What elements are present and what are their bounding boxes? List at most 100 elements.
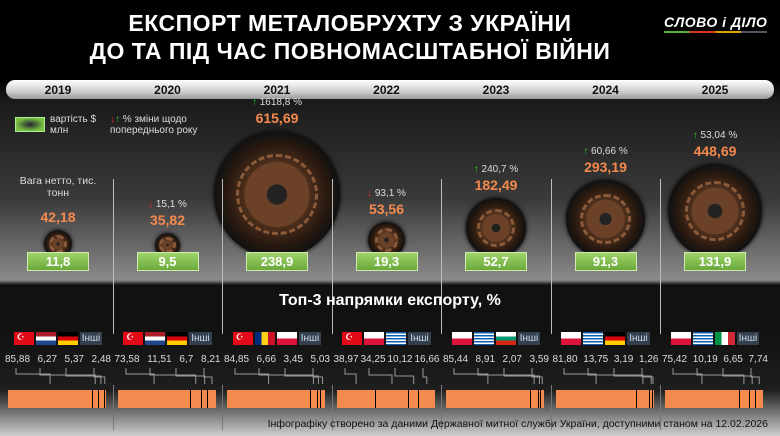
- footer-source: Інфографіку створено за даними Державної…: [267, 418, 768, 430]
- share-bar: [227, 390, 325, 408]
- share-value: 5,37: [64, 354, 84, 365]
- other-label: Інші: [298, 332, 322, 345]
- country-flags: Інші: [332, 332, 442, 345]
- share-connectors: [125, 368, 212, 384]
- gear-icon: [476, 209, 516, 248]
- connector-line: [93, 368, 106, 384]
- change-percent: ↓ 93,1 %: [367, 187, 406, 199]
- share-segment-divider: [649, 390, 651, 408]
- connector-line: [175, 368, 205, 384]
- share-value: 34,25: [360, 354, 386, 365]
- flag-bg-icon: [495, 332, 516, 345]
- scrap-metal-bubble: [566, 179, 645, 258]
- share-segment-divider: [418, 390, 420, 408]
- flag-nl-icon: [145, 332, 166, 345]
- share-segment-divider: [207, 390, 209, 408]
- connector-line: [672, 368, 703, 384]
- connector-line: [503, 368, 540, 384]
- flag-de-icon: [57, 332, 78, 345]
- share-values: 85,88 6,27 5,37 2,48: [5, 354, 111, 365]
- share-segment-divider: [652, 390, 654, 408]
- value-usd: 35,82: [149, 211, 186, 228]
- share-segment-divider: [320, 390, 322, 408]
- share-value: 2,48: [91, 354, 111, 365]
- connector-line: [344, 368, 357, 384]
- share-value: 84,85: [224, 354, 250, 365]
- share-value: 16,66: [414, 354, 440, 365]
- share-connectors: [672, 368, 760, 384]
- weight-box: 91,3: [574, 252, 637, 271]
- scrap-metal-bubble: [466, 198, 526, 258]
- weight-box: 131,9: [684, 252, 746, 271]
- share-connectors: [15, 368, 106, 384]
- share-segment-divider: [374, 390, 376, 408]
- share-value: 10,12: [387, 354, 413, 365]
- value-usd: 182,49: [474, 177, 518, 194]
- column-divider: [331, 179, 333, 334]
- year-label: 2020: [154, 83, 181, 97]
- share-connectors: [563, 368, 653, 384]
- connector-line: [258, 368, 314, 384]
- year-column-2020: 2020 ↓ 15,1 % 35,82 9,5 Інші 73,58 11,51 6…: [112, 80, 223, 435]
- connector-line: [422, 368, 427, 384]
- weight-box: 19,3: [355, 252, 418, 271]
- share-value: 6,66: [256, 354, 277, 365]
- share-segment-divider: [408, 390, 410, 408]
- share-segment-divider: [538, 390, 540, 408]
- flag-pl-icon: [561, 332, 582, 345]
- arrow-up-icon: ↑: [251, 97, 257, 109]
- share-values: 73,58 11,51 6,7 8,21: [115, 354, 221, 365]
- column-divider: [222, 179, 223, 334]
- share-value: 3,45: [283, 354, 303, 365]
- share-value: 8,21: [201, 354, 221, 365]
- year-column-2025: 2025 ↑ 53,04 % 448,69 131,9 Інші 75,42 10…: [660, 80, 770, 435]
- flag-pl-icon: [451, 332, 472, 345]
- weight-box: 52,7: [465, 252, 527, 271]
- share-segment-divider: [529, 390, 531, 408]
- top3-title: Топ-3 напрямки експорту, %: [279, 292, 501, 309]
- weight-box: 11,8: [27, 252, 89, 271]
- arrow-up-icon: ↑: [473, 164, 479, 176]
- year-strip: [6, 80, 774, 99]
- share-connectors: [453, 368, 543, 384]
- arrow-up-icon: ↑: [115, 114, 120, 125]
- other-label: Інші: [79, 332, 103, 345]
- column-divider: [441, 179, 442, 334]
- arrow-up-icon: ↑: [583, 145, 589, 157]
- value-usd: 42,18: [40, 208, 76, 225]
- share-value: 85,44: [443, 354, 469, 365]
- share-bar: [446, 390, 544, 408]
- connector-line: [587, 368, 643, 384]
- share-value: 6,7: [179, 354, 194, 365]
- share-segment-divider: [200, 390, 202, 408]
- scrap-metal-bubble: [213, 131, 341, 258]
- connector-line: [750, 368, 760, 384]
- column-divider: [112, 179, 114, 334]
- change-legend: ↓↑ % зміни щодо попереднього року: [110, 114, 198, 136]
- change-percent: ↓ 15,1 %: [148, 198, 187, 210]
- title-line-1: ЕКСПОРТ МЕТАЛОБРУХТУ З УКРАЇНИ: [128, 10, 572, 36]
- column-divider: [550, 179, 552, 334]
- change-percent: ↑ 240,7 %: [473, 164, 519, 176]
- connector-line: [149, 368, 196, 384]
- other-label: Інші: [189, 332, 212, 345]
- value-usd: 448,69: [693, 142, 737, 159]
- share-value: 1,26: [639, 354, 659, 365]
- year-label: 2024: [592, 83, 619, 97]
- share-value: 85,88: [5, 354, 31, 365]
- share-value: 10,19: [692, 354, 718, 365]
- flag-tr-icon: [123, 332, 144, 345]
- other-label: Інші: [736, 332, 760, 345]
- share-value: 13,75: [583, 354, 609, 365]
- connector-line: [722, 368, 753, 384]
- change-percent: ↑ 1618,8 %: [251, 97, 303, 109]
- share-value: 7,74: [748, 354, 768, 365]
- share-bar: [8, 390, 106, 408]
- scrap-metal-bubble: [667, 163, 763, 258]
- share-segment-divider: [316, 390, 318, 408]
- connector-line: [368, 368, 392, 384]
- scrap-metal-bubble: [368, 221, 405, 258]
- connector-line: [284, 368, 319, 384]
- other-label: Інші: [517, 332, 541, 345]
